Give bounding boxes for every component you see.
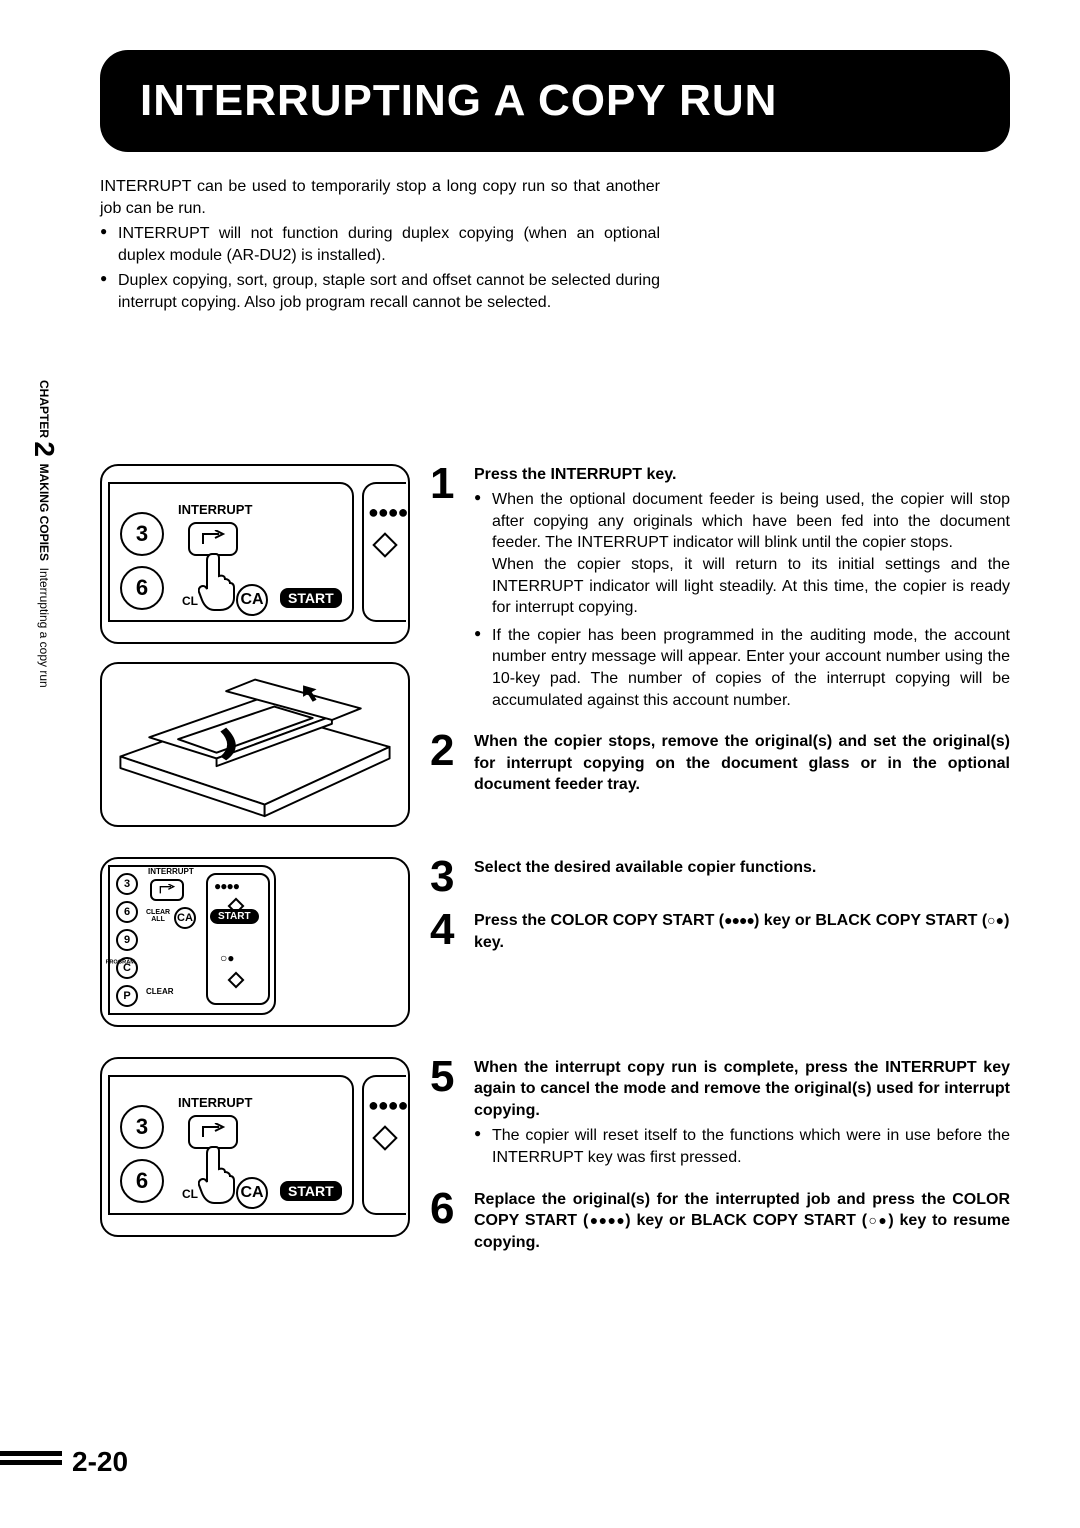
page-title: INTERRUPTING A COPY RUN <box>140 76 970 126</box>
hand-pointer-icon <box>198 1145 238 1205</box>
step-number: 5 <box>430 1057 464 1097</box>
color-dots-icon: ●●●● <box>368 1095 408 1116</box>
step-text: When the copier stops, it will return to… <box>492 554 1010 619</box>
chapter-sidebar: CHAPTER 2 MAKING COPIES Interrupting a c… <box>28 380 58 900</box>
step-3: 3 Select the desired available copier fu… <box>430 857 1010 897</box>
section-label: MAKING COPIES <box>37 464 51 561</box>
step-number: 2 <box>430 731 464 771</box>
step-heading: Press the INTERRUPT key. <box>474 464 1010 486</box>
interrupt-key-icon <box>188 522 238 556</box>
keypad-p: P <box>116 985 138 1007</box>
intro-block: INTERRUPT can be used to temporarily sto… <box>100 176 660 314</box>
chapter-number: 2 <box>29 441 60 457</box>
intro-bullet: Duplex copying, sort, group, staple sort… <box>118 270 660 313</box>
figure-keypad-full: 3 6 9 C P PROGRAM INTERRUPT CLEARALL CA … <box>100 857 410 1027</box>
keypad-3: 3 <box>116 873 138 895</box>
bw-icon: ○● <box>987 912 1004 928</box>
page-number-bar: 2-20 <box>0 1446 128 1478</box>
ca-key: CA <box>174 907 196 929</box>
steps-area: 3 6 INTERRUPT CL CA START ●●●● <box>100 464 1010 1268</box>
figure-interrupt-key: 3 6 INTERRUPT CL CA START ●●●● <box>100 464 410 644</box>
step-heading: When the interrupt copy run is complete,… <box>474 1057 1010 1122</box>
ca-key: CA <box>236 1177 268 1209</box>
step-heading: Replace the original(s) for the interrup… <box>474 1189 1010 1254</box>
step-number: 1 <box>430 464 464 504</box>
step-bullet: When the optional document feeder is bei… <box>492 489 1010 619</box>
keypad-6: 6 <box>116 901 138 923</box>
diamond-icon <box>376 1129 394 1152</box>
color-dots-icon: ●●●● <box>214 879 239 893</box>
step-text: When the optional document feeder is bei… <box>492 489 1010 554</box>
interrupt-key-icon <box>188 1115 238 1149</box>
start-key: START <box>210 909 259 924</box>
step-1: 1 Press the INTERRUPT key. When the opti… <box>430 464 1010 718</box>
subsection-label: Interrupting a copy run <box>37 568 51 688</box>
hand-pointer-icon <box>198 552 238 612</box>
clear-label: CLEAR <box>146 987 174 996</box>
step-text: The copier will reset itself to the func… <box>492 1125 1010 1168</box>
program-label: PROGRAM <box>106 959 135 965</box>
step-bullet: The copier will reset itself to the func… <box>492 1125 1010 1168</box>
step-heading: Press the COLOR COPY START (●●●●) key or… <box>474 910 1010 953</box>
keypad-6: 6 <box>120 566 164 610</box>
step-5: 5 When the interrupt copy run is complet… <box>430 1057 1010 1175</box>
color-dots-icon: ●●●● <box>368 502 408 523</box>
step-heading: Select the desired available copier func… <box>474 857 1010 879</box>
intro-bullet: INTERRUPT will not function during duple… <box>118 223 660 266</box>
keypad-3: 3 <box>120 1105 164 1149</box>
bw-icon: ○● <box>867 1212 888 1228</box>
figure-interrupt-key-repeat: 3 6 INTERRUPT CL CA START ●●●● <box>100 1057 410 1237</box>
keypad-6: 6 <box>120 1159 164 1203</box>
color-dots-icon: ●●●● <box>724 912 754 928</box>
start-key: START <box>280 588 342 608</box>
keypad-3: 3 <box>120 512 164 556</box>
page-marker-icon <box>0 1451 62 1473</box>
interrupt-label: INTERRUPT <box>178 1095 252 1110</box>
step-number: 4 <box>430 910 464 950</box>
step-4: 4 Press the COLOR COPY START (●●●●) key … <box>430 910 1010 953</box>
color-dots-icon: ●●●● <box>588 1212 625 1228</box>
page-number: 2-20 <box>72 1446 128 1478</box>
chapter-label: CHAPTER <box>37 380 51 438</box>
step-bullet: If the copier has been programmed in the… <box>492 625 1010 711</box>
step-6: 6 Replace the original(s) for the interr… <box>430 1189 1010 1254</box>
interrupt-key-icon <box>150 879 184 901</box>
step-heading: When the copier stops, remove the origin… <box>474 731 1010 796</box>
figure-copier <box>100 662 410 827</box>
intro-lead: INTERRUPT can be used to temporarily sto… <box>100 176 660 219</box>
interrupt-label: INTERRUPT <box>148 867 194 876</box>
diamond-icon <box>230 973 242 991</box>
manual-page: INTERRUPTING A COPY RUN INTERRUPT can be… <box>0 0 1080 1528</box>
bw-icon: ○● <box>220 951 235 965</box>
diamond-icon <box>376 536 394 559</box>
step-number: 3 <box>430 857 464 897</box>
step-number: 6 <box>430 1189 464 1229</box>
start-key: START <box>280 1181 342 1201</box>
step-2: 2 When the copier stops, remove the orig… <box>430 731 1010 796</box>
title-banner: INTERRUPTING A COPY RUN <box>100 50 1010 152</box>
step-text: If the copier has been programmed in the… <box>492 625 1010 711</box>
ca-key: CA <box>236 584 268 616</box>
interrupt-label: INTERRUPT <box>178 502 252 517</box>
keypad-9: 9 <box>116 929 138 951</box>
